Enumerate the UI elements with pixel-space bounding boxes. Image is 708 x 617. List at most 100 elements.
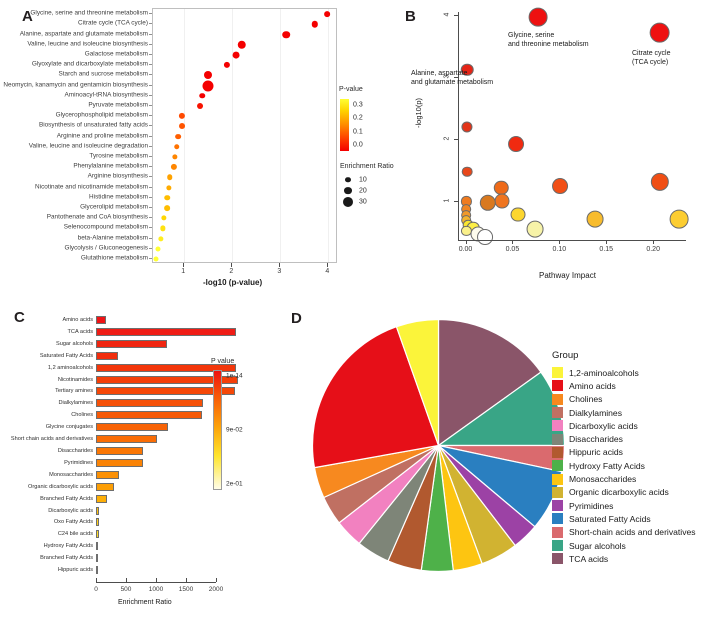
- panel-b-y-tick: [454, 139, 458, 141]
- panel-d-legend-label: Dialkylamines: [569, 407, 623, 418]
- panel-d-legend-swatch: [552, 446, 563, 458]
- panel-a-dot: [223, 62, 230, 69]
- panel-a-dot: [199, 92, 206, 99]
- panel-c-pvalue-tick-label: 9e-02: [226, 426, 243, 434]
- panel-c-x-axis-line: [96, 582, 216, 583]
- panel-a-size-legend-label: 20: [359, 187, 367, 194]
- panel-a-category-label: Pantothenate and CoA biosynthesis: [46, 213, 148, 221]
- panel-b-dot: [526, 221, 544, 238]
- panel-a-x-tick-label: 4: [325, 268, 330, 275]
- panel-b-letter: B: [405, 8, 416, 25]
- panel-a-category-label: Starch and sucrose metabolism: [58, 70, 148, 78]
- panel-c-category-label: 1,2 aminoalcohols: [47, 364, 93, 371]
- panel-a-dot: [204, 71, 213, 80]
- panel-a-size-legend-label: 30: [359, 198, 367, 205]
- panel-b-x-axis-title: Pathway Impact: [539, 271, 596, 280]
- panel-a-pvalue-tick-label: 0.1: [353, 128, 363, 136]
- panel-a-dot: [158, 235, 164, 242]
- panel-a-category-label: Phenylalanine metabolism: [73, 162, 148, 170]
- panel-d-legend-swatch: [552, 393, 563, 405]
- panel-d-legend-swatch: [552, 553, 563, 565]
- panel-c-x-tick-label: 1000: [148, 586, 164, 593]
- panel-d-legend-label: 1,2-aminoalcohols: [569, 367, 639, 378]
- panel-a-category-label: Tyrosine metabolism: [89, 152, 148, 160]
- panel-d-legend-label: Amino acids: [569, 380, 616, 391]
- panel-a-dot: [170, 164, 177, 171]
- panel-a-category-label: Citrate cycle (TCA cycle): [78, 19, 148, 27]
- panel-d-legend-title: Group: [552, 350, 579, 361]
- panel-c-bar: [96, 542, 98, 551]
- panel-d-legend-item: Hippuric acids: [552, 446, 696, 459]
- panel-a-row-tick: [149, 186, 152, 188]
- panel-a-row-tick: [149, 64, 152, 66]
- panel-c-pvalue-legend-title: P value: [211, 358, 235, 365]
- panel-a-category-label: Pyruvate metabolism: [88, 101, 148, 109]
- panel-c-pvalue-tick-label: 1e-14: [226, 372, 243, 380]
- panel-a-row-tick: [149, 53, 152, 55]
- panel-b-x-tick: [512, 240, 514, 244]
- panel-b-annotation-line: and threonine metabolism: [508, 40, 589, 48]
- panel-a-category-label: Valine, leucine and isoleucine biosynthe…: [27, 40, 148, 48]
- panel-c-x-axis-title: Enrichment Ratio: [118, 599, 172, 606]
- panel-c-bar: [96, 566, 98, 575]
- panel-d-legend: Group 1,2-aminoalcohols Amino acids Cholin…: [552, 350, 696, 565]
- panel-a-category-label: Nicotinate and nicotinamide metabolism: [35, 183, 148, 190]
- panel-c-bar: [96, 446, 144, 455]
- panel-d-legend-label: Pyrimidines: [569, 500, 614, 511]
- panel-d-legend-swatch: [552, 486, 563, 498]
- panel-a-category-label: Glycolysis / Gluconeogenesis: [64, 244, 148, 252]
- panel-c-x-tick-label: 2000: [208, 586, 224, 593]
- panel-c-bar: [96, 506, 100, 515]
- panel-d-legend-item: Saturated Fatty Acids: [552, 512, 696, 525]
- panel-b-y-tick: [454, 201, 458, 203]
- panel-a-gridline: [184, 9, 186, 262]
- panel-d-legend-swatch: [552, 473, 563, 485]
- panel-c-category-label: Amino acids: [62, 316, 93, 323]
- panel-b-scatter-plot: B -log10(p) Pathway Impact 0.00 0.05 0.10 0…: [398, 0, 708, 300]
- panel-d-legend-swatch: [552, 526, 563, 538]
- panel-a-row-tick: [149, 155, 152, 157]
- panel-c-category-label: Pyrimidines: [64, 459, 93, 466]
- pie-slice: 1,2-aminoalcohols: [395, 318, 440, 446]
- panel-d-legend-item: Short-chain acids and derivatives: [552, 526, 696, 539]
- panel-a-dot: [164, 205, 171, 211]
- panel-a-row-tick: [149, 84, 152, 86]
- panel-a-category-label: Neomycin, kanamycin and gentamicin biosy…: [3, 81, 148, 88]
- panel-a-row-tick: [149, 166, 152, 168]
- panel-c-bar: [96, 387, 236, 396]
- panel-a-pvalue-colorbar: [340, 99, 349, 151]
- panel-d-legend-swatch: [552, 380, 563, 392]
- panel-a-category-label: Biosynthesis of unsaturated fatty acids: [38, 121, 148, 129]
- panel-c-x-tick: [96, 578, 97, 582]
- pie-slice: TCA acids: [437, 318, 542, 447]
- panel-b-x-tick-label: 0.10: [552, 246, 567, 253]
- panel-d-legend-label: Saturated Fatty Acids: [569, 513, 651, 524]
- panel-a-row-tick: [149, 145, 152, 147]
- panel-d-legend-swatch: [552, 367, 563, 379]
- panel-a-category-label: Glycerolipid metabolism: [80, 203, 148, 211]
- panel-c-bars-area: [96, 314, 238, 576]
- panel-a-size-legend: Enrichment Ratio 10 20 30: [340, 163, 394, 207]
- panel-b-y-tick: [454, 77, 458, 79]
- panel-a-row-tick: [149, 94, 152, 96]
- panel-a-pvalue-tick-label: 0.0: [353, 141, 363, 149]
- panel-a-row-tick: [149, 43, 152, 45]
- panel-d-legend-item: Dialkylamines: [552, 406, 696, 419]
- panel-a-gridline: [280, 9, 282, 262]
- panel-b-x-tick-label: 0.00: [458, 246, 473, 253]
- panel-d-legend-label: Cholines: [569, 394, 603, 405]
- panel-a-size-legend-dot: [342, 196, 354, 207]
- panel-c-bar: [96, 530, 99, 539]
- panel-a-dot: [282, 30, 290, 39]
- panel-a-row-tick: [149, 13, 152, 15]
- panel-d-letter: D: [291, 310, 302, 327]
- panel-b-dot: [494, 193, 510, 209]
- panel-a-dot: [173, 143, 180, 150]
- panel-a-row-tick: [149, 125, 152, 127]
- panel-d-legend-item: 1,2-aminoalcohols: [552, 366, 696, 379]
- panel-a-category-label: Aminoacyl-tRNA biosynthesis: [64, 91, 148, 99]
- panel-d-legend-item: Monosaccharides: [552, 472, 696, 485]
- panel-c-category-label: Dialkylamines: [58, 400, 93, 407]
- panel-a-pvalue-legend-title: P-value: [339, 86, 363, 93]
